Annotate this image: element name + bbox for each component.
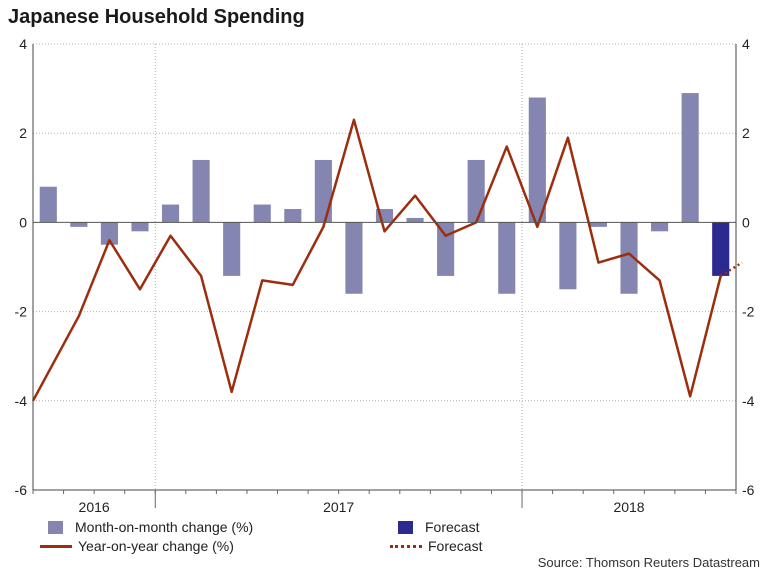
bar-mom bbox=[345, 222, 363, 294]
bar-mom bbox=[223, 222, 241, 276]
x-year-label: 2016 bbox=[79, 499, 110, 515]
bar-mom bbox=[467, 159, 485, 223]
y-tick-label-left: 4 bbox=[19, 36, 27, 52]
legend-mom-swatch bbox=[48, 520, 63, 534]
y-tick-label-right: 4 bbox=[742, 36, 750, 52]
bar-mom bbox=[131, 222, 149, 232]
bar-mom bbox=[161, 204, 180, 223]
bar-mom bbox=[70, 222, 88, 227]
legend-forecast-bar-label: Forecast bbox=[425, 519, 480, 535]
bar-mom bbox=[437, 222, 455, 276]
y-tick-label-left: -6 bbox=[15, 482, 28, 498]
bar-mom bbox=[620, 222, 638, 294]
y-tick-label-right: -4 bbox=[742, 393, 755, 409]
bar-forecast bbox=[712, 222, 730, 276]
bar-mom bbox=[681, 93, 699, 223]
source-note: Source: Thomson Reuters Datastream bbox=[537, 555, 760, 570]
legend-forecast-line-label: Forecast bbox=[428, 538, 483, 554]
bar-mom bbox=[284, 209, 302, 223]
y-tick-label-right: 2 bbox=[742, 125, 750, 141]
y-tick-label-right: -6 bbox=[742, 482, 755, 498]
bar-mom bbox=[498, 222, 516, 294]
x-year-label: 2017 bbox=[323, 499, 354, 515]
line-series-yoy bbox=[31, 118, 743, 402]
legend-yoy-swatch bbox=[40, 544, 72, 548]
y-tick-label-right: -2 bbox=[742, 304, 755, 320]
chart-title: Japanese Household Spending bbox=[8, 6, 305, 28]
bar-mom bbox=[528, 97, 546, 223]
legend-yoy-label: Year-on-year change (%) bbox=[78, 538, 234, 554]
yoy-line bbox=[31, 118, 722, 402]
bar-mom bbox=[100, 222, 118, 245]
legend-yoy: Year-on-year change (%) bbox=[40, 538, 234, 554]
tick-labels: 4 4 2 2 0 0 -2 -2 -4 -4 -6 -6 2016 2017 2018 bbox=[15, 36, 755, 515]
bar-mom bbox=[406, 217, 424, 223]
y-tick-label-left: 0 bbox=[19, 214, 27, 230]
legend-forecast-bar-swatch bbox=[398, 520, 413, 534]
y-tick-label-left: -4 bbox=[15, 393, 28, 409]
bar-mom bbox=[559, 222, 577, 290]
bar-mom bbox=[651, 222, 669, 232]
legend-forecast-line: Forecast bbox=[390, 538, 482, 554]
yoy-forecast-line bbox=[720, 261, 743, 277]
legend-mom-label: Month-on-month change (%) bbox=[75, 519, 254, 535]
legend-mom: Month-on-month change (%) bbox=[48, 519, 253, 535]
legend-forecast-line-swatch bbox=[390, 544, 422, 548]
y-tick-label-left: 2 bbox=[19, 125, 27, 141]
legend-forecast-bar: Forecast bbox=[398, 519, 479, 535]
y-tick-label-left: -2 bbox=[15, 304, 28, 320]
bar-mom bbox=[192, 159, 210, 223]
bar-series-mom bbox=[39, 93, 730, 294]
x-year-label: 2018 bbox=[613, 499, 644, 515]
bar-mom bbox=[253, 204, 271, 223]
bar-mom bbox=[39, 186, 57, 223]
bar-mom bbox=[589, 222, 608, 227]
bar-mom bbox=[314, 159, 332, 223]
y-tick-label-right: 0 bbox=[742, 214, 750, 230]
axes bbox=[32, 44, 737, 508]
